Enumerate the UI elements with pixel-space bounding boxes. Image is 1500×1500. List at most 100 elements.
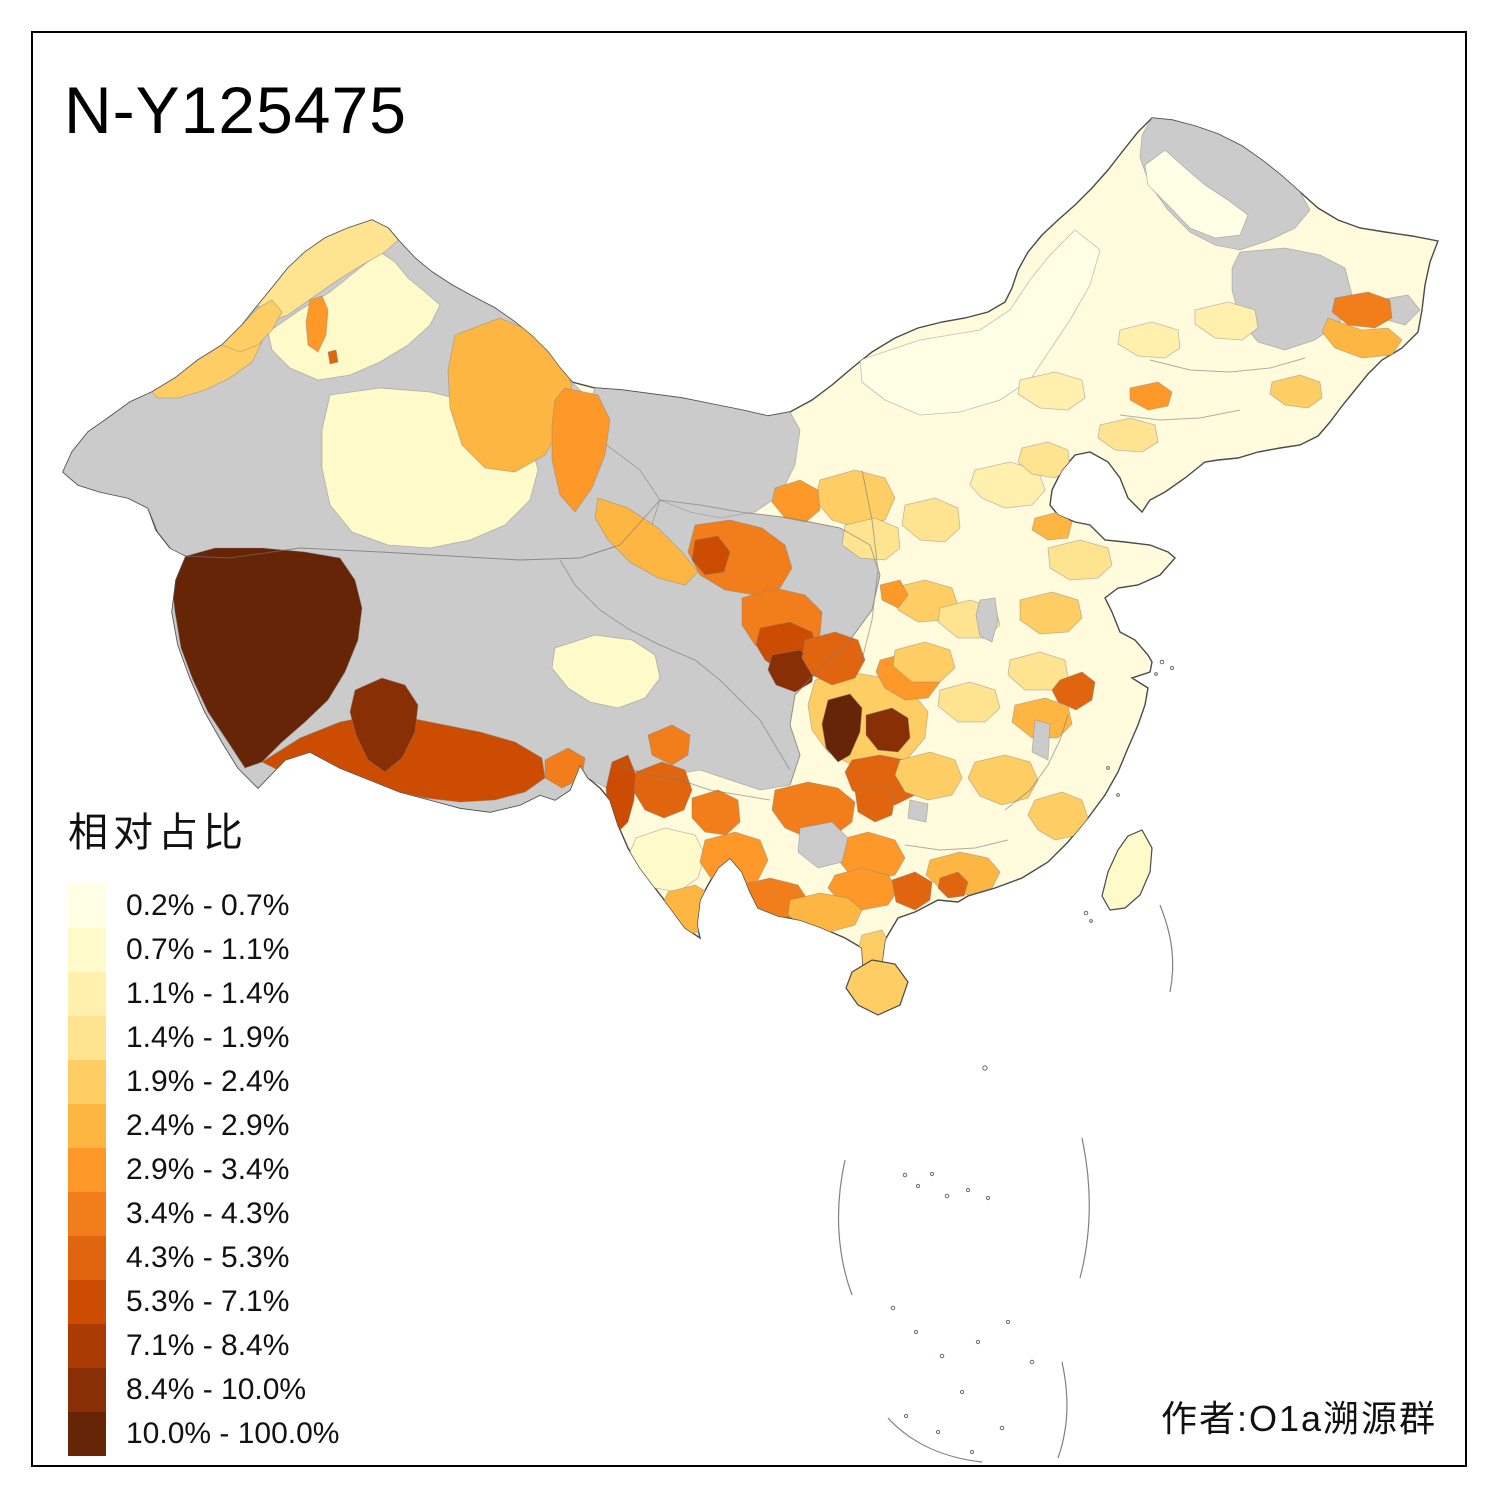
legend-title: 相对占比 bbox=[68, 811, 248, 855]
region bbox=[349, 677, 419, 773]
legend: 相对占比 0.2% - 0.7% 0.7% - 1.1% 1.1% - 1.4% 1.… bbox=[68, 800, 339, 1456]
region bbox=[1051, 671, 1096, 711]
region-fills bbox=[63, 118, 1421, 982]
region bbox=[967, 754, 1039, 806]
taiwan-island bbox=[1101, 829, 1153, 911]
region bbox=[841, 517, 901, 561]
province-borders bbox=[185, 357, 1306, 851]
legend-label: 1.4% - 1.9% bbox=[126, 1021, 290, 1054]
legend-label: 0.7% - 1.1% bbox=[126, 933, 290, 966]
region bbox=[1097, 417, 1159, 453]
region bbox=[594, 497, 699, 586]
region bbox=[551, 387, 611, 513]
legend-swatch bbox=[68, 884, 106, 928]
legend-swatch bbox=[68, 1192, 106, 1236]
region bbox=[969, 461, 1046, 509]
legend-item: 8.4% - 10.0% bbox=[68, 1368, 339, 1412]
region bbox=[891, 871, 933, 911]
hainan-island bbox=[845, 959, 909, 1016]
region bbox=[907, 799, 929, 823]
region bbox=[854, 784, 896, 823]
region bbox=[801, 631, 866, 686]
region bbox=[267, 251, 441, 381]
region bbox=[1331, 291, 1393, 329]
region bbox=[221, 299, 283, 353]
region bbox=[327, 349, 339, 365]
region bbox=[691, 535, 731, 576]
legend-item: 1.1% - 1.4% bbox=[68, 972, 339, 1016]
legend-item: 1.4% - 1.9% bbox=[68, 1016, 339, 1060]
legend-swatch bbox=[68, 1324, 106, 1368]
region bbox=[771, 479, 821, 523]
legend-swatch bbox=[68, 1104, 106, 1148]
region bbox=[1011, 697, 1073, 739]
region bbox=[879, 579, 909, 609]
legend-items: 0.2% - 0.7% 0.7% - 1.1% 1.1% - 1.4% 1.4% - … bbox=[68, 884, 339, 1456]
legend-item: 2.9% - 3.4% bbox=[68, 1148, 339, 1192]
region bbox=[937, 681, 1001, 723]
region bbox=[901, 497, 961, 543]
legend-swatch bbox=[68, 972, 106, 1016]
legend-item: 0.2% - 0.7% bbox=[68, 884, 339, 928]
legend-label: 2.9% - 3.4% bbox=[126, 1153, 290, 1186]
plot-frame bbox=[31, 31, 1467, 1467]
region bbox=[589, 387, 801, 519]
legend-item: 7.1% - 8.4% bbox=[68, 1324, 339, 1368]
legend-label: 10.0% - 100.0% bbox=[126, 1417, 340, 1450]
legend-item: 10.0% - 100.0% bbox=[68, 1412, 339, 1456]
legend-label: 1.1% - 1.4% bbox=[126, 977, 290, 1010]
region bbox=[1117, 321, 1181, 359]
legend-item: 0.7% - 1.1% bbox=[68, 928, 339, 972]
legend-label: 3.4% - 4.3% bbox=[126, 1197, 290, 1230]
region bbox=[1129, 381, 1173, 411]
region bbox=[814, 469, 896, 529]
legend-label: 4.3% - 5.3% bbox=[126, 1241, 290, 1274]
region bbox=[1017, 371, 1086, 411]
legend-item: 4.3% - 5.3% bbox=[68, 1236, 339, 1280]
legend-swatch bbox=[68, 1368, 106, 1412]
page-title: N-Y125475 bbox=[64, 73, 407, 147]
region bbox=[894, 751, 963, 801]
region bbox=[1019, 591, 1083, 635]
legend-label: 7.1% - 8.4% bbox=[126, 1329, 290, 1362]
region bbox=[1144, 149, 1249, 239]
region bbox=[1231, 247, 1353, 351]
region bbox=[647, 724, 691, 766]
region bbox=[797, 821, 849, 869]
south-china-sea-islets bbox=[890, 659, 1175, 1455]
region bbox=[892, 641, 956, 683]
legend-swatch bbox=[68, 1148, 106, 1192]
region bbox=[975, 597, 999, 643]
legend-swatch bbox=[68, 1060, 106, 1104]
legend-swatch bbox=[68, 1016, 106, 1060]
legend-item: 5.3% - 7.1% bbox=[68, 1280, 339, 1324]
region bbox=[859, 229, 1101, 416]
region bbox=[305, 295, 329, 353]
sea-boundary-arcs bbox=[837, 904, 1174, 1463]
region bbox=[865, 707, 911, 753]
legend-item: 2.4% - 2.9% bbox=[68, 1104, 339, 1148]
legend-swatch bbox=[68, 1280, 106, 1324]
region bbox=[551, 634, 661, 709]
legend-item: 3.4% - 4.3% bbox=[68, 1192, 339, 1236]
region bbox=[1047, 539, 1113, 581]
legend-item: 1.9% - 2.4% bbox=[68, 1060, 339, 1104]
legend-swatch bbox=[68, 1236, 106, 1280]
region bbox=[937, 871, 969, 899]
attribution: 作者:O1a溯源群 bbox=[1160, 1398, 1437, 1439]
legend-swatch bbox=[68, 928, 106, 972]
legend-swatch bbox=[68, 1412, 106, 1456]
region bbox=[633, 761, 693, 819]
region bbox=[1194, 301, 1259, 341]
legend-label: 0.2% - 0.7% bbox=[126, 889, 290, 922]
region bbox=[1269, 374, 1323, 409]
region bbox=[1031, 719, 1051, 761]
legend-label: 8.4% - 10.0% bbox=[126, 1373, 307, 1406]
legend-label: 5.3% - 7.1% bbox=[126, 1285, 290, 1318]
legend-label: 1.9% - 2.4% bbox=[126, 1065, 290, 1098]
legend-label: 2.4% - 2.9% bbox=[126, 1109, 290, 1142]
region bbox=[257, 219, 399, 323]
region bbox=[821, 693, 863, 763]
